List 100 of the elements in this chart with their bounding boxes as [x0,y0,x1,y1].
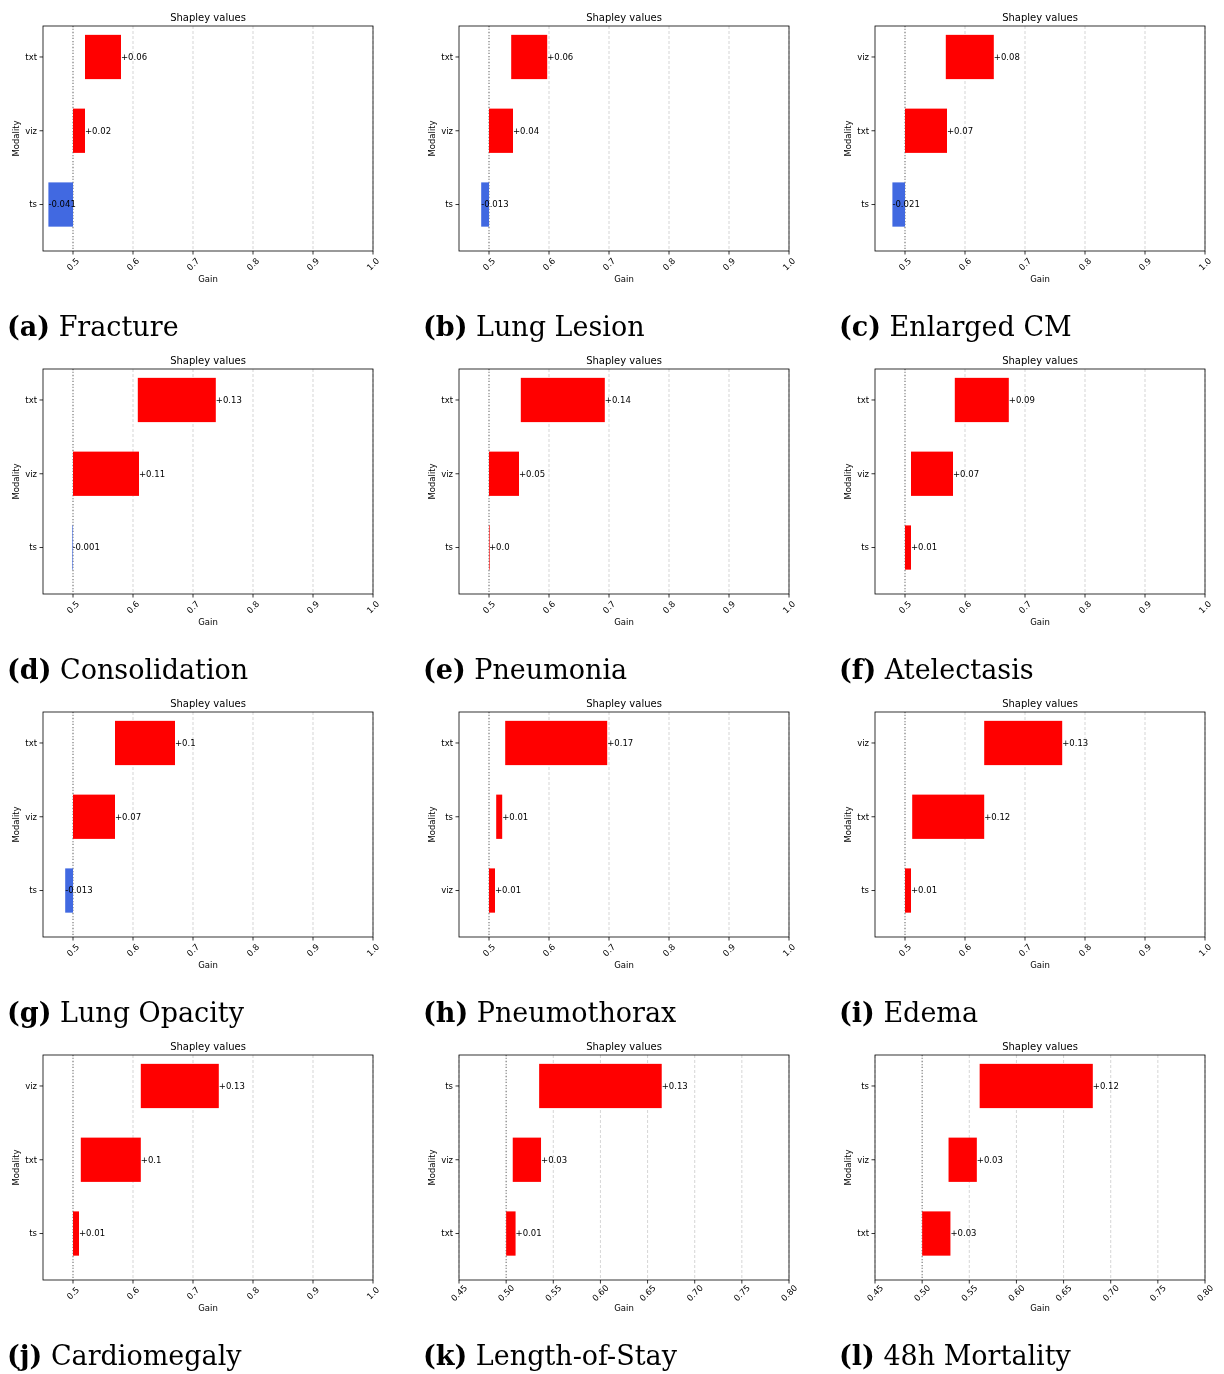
x-tick-label: 0.8 [660,598,678,616]
bar [80,1137,141,1182]
chart-title: Shapley values [1002,1041,1078,1052]
data-label: +0.06 [121,51,148,62]
y-tick-label: txt [25,1154,38,1165]
y-axis-title: Modality [11,806,21,843]
bar [140,1063,219,1109]
x-axis-title: Gain [614,617,634,627]
x-tick-label: 0.6 [124,941,142,959]
chart-title: Shapley values [586,12,662,23]
data-label: +0.03 [950,1228,977,1239]
chart-title: Shapley values [170,1041,246,1052]
bar [512,1137,542,1182]
y-tick-label: txt [857,1228,870,1239]
data-label: +0.01 [79,1228,106,1239]
x-tick-label: 0.5 [64,255,82,273]
chart-title: Shapley values [586,1041,662,1052]
x-tick-label: 0.8 [244,941,262,959]
text: (l) 48h Mortality [839,1340,1072,1371]
x-tick-label: 0.7 [600,255,618,273]
bar [905,108,947,153]
y-tick-label: viz [441,1154,454,1165]
y-tick-label: ts [445,199,454,210]
y-tick-label: ts [29,1228,38,1239]
y-tick-label: ts [445,811,454,822]
bar [489,108,513,153]
x-axis-title: Gain [614,1303,634,1313]
y-axis-title: Modality [427,463,437,500]
y-tick-label: ts [445,542,454,553]
bar [73,451,139,496]
y-tick-label: viz [25,468,38,479]
x-axis-title: Gain [614,960,634,970]
x-tick-label: 0.7 [184,255,202,273]
x-tick-label: 1.0 [364,941,382,959]
text: (a) Fracture [7,311,179,342]
chart-title: Shapley values [1002,12,1078,23]
data-label: +0.0 [489,542,510,553]
chart-title: Shapley values [586,355,662,366]
bar [496,794,503,839]
x-tick-label: 0.8 [660,941,678,959]
data-label: +0.01 [911,542,938,553]
bar [506,1211,516,1256]
x-tick-label: 0.7 [184,598,202,616]
y-axis-title: Modality [427,120,437,157]
y-axis-title: Modality [11,120,21,157]
x-tick-label: 0.9 [304,255,322,273]
x-tick-label: 1.0 [364,598,382,616]
data-label: +0.07 [953,468,980,479]
x-tick-label: 0.5 [64,1284,82,1302]
x-tick-label: 0.6 [124,1284,142,1302]
data-label: +0.13 [1062,737,1089,748]
x-tick-label: 0.6 [540,255,558,273]
y-tick-label: viz [857,51,870,62]
y-tick-label: ts [861,542,870,553]
y-tick-label: viz [857,737,870,748]
x-tick-label: 0.9 [720,598,738,616]
x-tick-label: 0.5 [64,941,82,959]
data-label: +0.12 [984,811,1011,822]
y-tick-label: ts [861,885,870,896]
text: (j) Cardiomegaly [7,1340,243,1371]
y-tick-label: txt [857,394,870,405]
data-label: +0.01 [911,885,938,896]
x-tick-label: 1.0 [780,941,798,959]
x-axis-title: Gain [614,274,634,284]
x-axis-title: Gain [1030,1303,1050,1313]
data-label: +0.01 [515,1228,542,1239]
x-tick-label: 0.5 [64,598,82,616]
data-label: +0.07 [947,125,974,136]
x-tick-label: 0.8 [1076,941,1094,959]
y-tick-label: txt [25,394,38,405]
y-tick-label: txt [25,51,38,62]
x-tick-label: 0.9 [304,1284,322,1302]
text: (e) Pneumonia [423,654,628,685]
data-label: +0.07 [115,811,142,822]
bar [511,34,548,80]
x-axis-title: Gain [198,274,218,284]
x-tick-label: 0.6 [956,598,974,616]
y-tick-label: txt [857,125,870,136]
bar [115,720,175,766]
data-label: +0.05 [519,468,546,479]
x-tick-label: 0.6 [124,255,142,273]
y-tick-label: ts [29,542,38,553]
data-label: +0.01 [502,811,529,822]
text: (h) Pneumothorax [423,997,677,1028]
y-tick-label: ts [861,1080,870,1091]
data-label: +0.08 [993,51,1020,62]
bar [912,794,985,839]
bar [905,868,911,913]
bar [137,377,216,423]
x-axis-title: Gain [198,617,218,627]
text: (c) Enlarged CM [839,311,1072,342]
data-label: +0.14 [604,394,631,405]
y-tick-label: ts [445,1080,454,1091]
x-tick-label: 1.0 [1196,598,1214,616]
x-tick-label: 0.6 [124,598,142,616]
x-tick-label: 0.5 [480,255,498,273]
x-tick-label: 0.9 [304,598,322,616]
bar [945,34,994,80]
data-label: +0.04 [513,125,540,136]
bar [489,451,519,496]
